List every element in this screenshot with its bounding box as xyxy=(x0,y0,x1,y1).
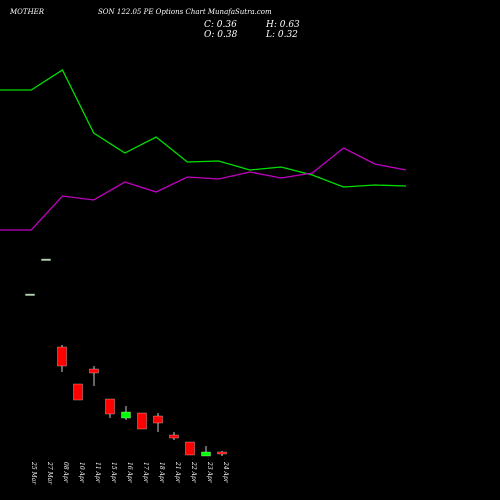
x-tick-label: 17 Apr xyxy=(142,462,149,484)
candle-body xyxy=(137,412,147,430)
ohlc-high: H: 0.63 xyxy=(265,20,300,30)
ohlc-open: O: 0.38 xyxy=(204,30,238,40)
candle-body xyxy=(73,383,83,401)
candle-body xyxy=(201,451,211,457)
candle-body xyxy=(169,434,179,439)
x-tick-label: 27 Mar xyxy=(46,461,53,485)
x-tick-label: 24 Apr xyxy=(222,461,229,484)
candle-body xyxy=(41,258,51,261)
ohlc-low: L: 0.32 xyxy=(265,30,298,40)
x-tick-label: 25 Mar xyxy=(30,461,37,485)
candle-body xyxy=(153,415,163,424)
x-tick-label: 08 Apr xyxy=(62,462,69,484)
x-tick-label: 22 Apr xyxy=(190,461,197,484)
candle-body xyxy=(121,411,131,419)
x-tick-label: 16 Apr xyxy=(126,462,133,484)
candle-body xyxy=(217,451,227,455)
title: MOTHER xyxy=(9,8,45,16)
x-tick-label: 23 Apr xyxy=(206,461,213,484)
line-series xyxy=(0,147,407,231)
candle-body xyxy=(185,441,195,456)
candle-body xyxy=(25,293,35,296)
subtitle: SON 122.05 PE Options Chart MunafaSutra.… xyxy=(98,8,272,16)
x-tick-label: 10 Apr xyxy=(78,462,85,484)
candle-body xyxy=(57,346,67,367)
ohlc-close: C: 0.36 xyxy=(204,20,237,30)
candle-body xyxy=(89,368,99,374)
x-tick-label: 18 Apr xyxy=(158,462,165,484)
line-series xyxy=(0,69,407,188)
x-tick-label: 21 Apr xyxy=(174,461,181,484)
x-tick-label: 15 Apr xyxy=(110,462,117,484)
candle-body xyxy=(105,398,115,415)
x-tick-label: 11 Apr xyxy=(94,462,101,484)
